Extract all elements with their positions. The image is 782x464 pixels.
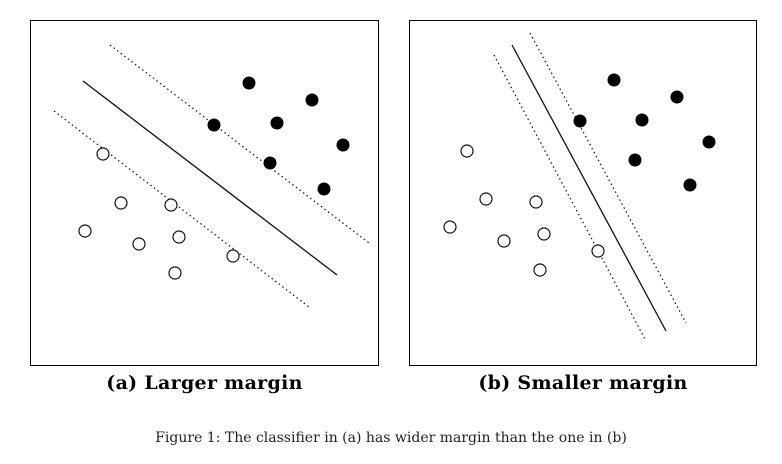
positive-point — [628, 153, 642, 167]
negative-point — [132, 237, 146, 251]
positive-point — [270, 116, 284, 130]
negative-point — [479, 192, 493, 206]
positive-point — [607, 73, 621, 87]
decision-boundary-line — [82, 80, 338, 276]
panel-b-plot — [409, 20, 757, 366]
negative-point — [591, 244, 605, 258]
negative-point — [537, 227, 551, 241]
positive-point — [683, 178, 697, 192]
positive-point — [336, 138, 350, 152]
positive-point — [263, 156, 277, 170]
negative-point — [226, 249, 240, 263]
positive-point — [207, 118, 221, 132]
positive-point — [242, 76, 256, 90]
subcaption-a: (a) Larger margin — [106, 372, 303, 394]
margin-line-2 — [493, 54, 647, 342]
plot-a-canvas — [53, 44, 370, 308]
margin-line-2 — [53, 110, 310, 308]
positive-point — [305, 93, 319, 107]
positive-point — [702, 135, 716, 149]
negative-point — [164, 198, 178, 212]
positive-point — [670, 90, 684, 104]
plot-b-canvas — [443, 32, 716, 342]
negative-point — [460, 144, 474, 158]
decision-boundary-line — [511, 44, 667, 332]
negative-point — [533, 263, 547, 277]
positive-point — [317, 182, 331, 196]
positive-point — [573, 114, 587, 128]
figure-caption: Figure 1: The classifier in (a) has wide… — [155, 430, 627, 446]
panel-a-plot — [30, 20, 379, 366]
margin-line-1 — [529, 32, 687, 324]
negative-point — [78, 224, 92, 238]
negative-point — [168, 266, 182, 280]
negative-point — [443, 220, 457, 234]
positive-point — [635, 113, 649, 127]
negative-point — [172, 230, 186, 244]
negative-point — [497, 234, 511, 248]
negative-point — [114, 196, 128, 210]
negative-point — [529, 195, 543, 209]
negative-point — [96, 147, 110, 161]
margin-line-1 — [109, 44, 370, 244]
subcaption-b: (b) Smaller margin — [478, 372, 688, 394]
